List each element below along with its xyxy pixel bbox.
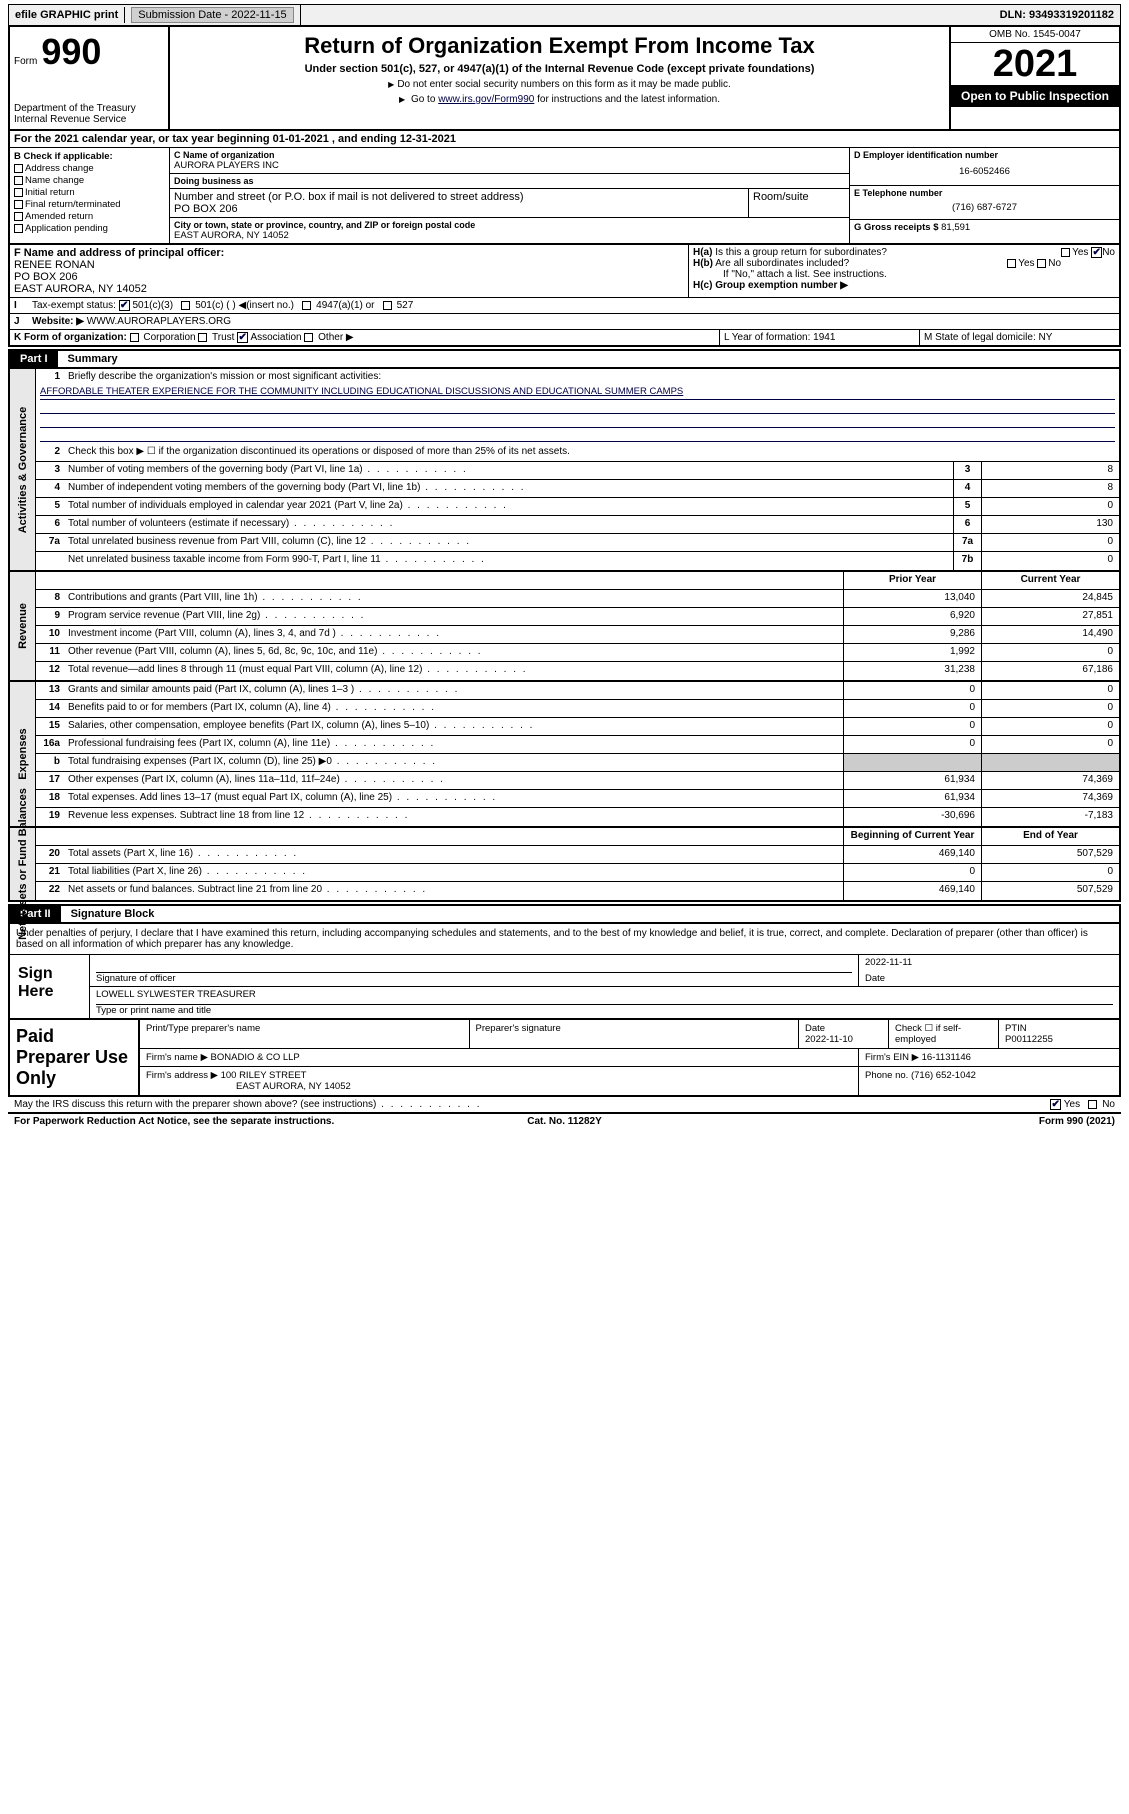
summary-line: 9Program service revenue (Part VIII, lin… <box>36 608 1119 626</box>
paid-preparer-label: Paid Preparer Use Only <box>10 1020 140 1095</box>
summary-line: 11Other revenue (Part VIII, column (A), … <box>36 644 1119 662</box>
summary-line: 5Total number of individuals employed in… <box>36 498 1119 516</box>
summary-line: 14Benefits paid to or for members (Part … <box>36 700 1119 718</box>
top-bar: efile GRAPHIC print Submission Date - 20… <box>8 4 1121 27</box>
omb-number: OMB No. 1545-0047 <box>951 27 1119 43</box>
goto-note: Go to www.irs.gov/Form990 for instructio… <box>176 94 943 105</box>
org-info-block: B Check if applicable: Address change Na… <box>8 148 1121 245</box>
form-subtitle: Under section 501(c), 527, or 4947(a)(1)… <box>176 63 943 75</box>
part-2-header: Part II Signature Block <box>8 904 1121 924</box>
summary-line: 22Net assets or fund balances. Subtract … <box>36 882 1119 900</box>
calendar-year-text: For the 2021 calendar year, or tax year … <box>10 131 460 147</box>
summary-line: Net unrelated business taxable income fr… <box>36 552 1119 570</box>
row-j: J Website: ▶ WWW.AURORAPLAYERS.ORG <box>8 314 1121 330</box>
phone-cell: E Telephone number (716) 687-6727 <box>850 186 1119 220</box>
efile-label: efile GRAPHIC print <box>9 7 125 23</box>
officer-row: F Name and address of principal officer:… <box>8 245 1121 298</box>
summary-line: 8Contributions and grants (Part VIII, li… <box>36 590 1119 608</box>
summary-line: 12Total revenue—add lines 8 through 11 (… <box>36 662 1119 680</box>
summary-line: 7aTotal unrelated business revenue from … <box>36 534 1119 552</box>
irs-discuss-row: May the IRS discuss this return with the… <box>8 1097 1121 1114</box>
form-title: Return of Organization Exempt From Incom… <box>176 33 943 59</box>
form-header: Form990 Department of the Treasury Inter… <box>8 27 1121 131</box>
city-cell: City or town, state or province, country… <box>170 218 849 243</box>
ssn-note: Do not enter social security numbers on … <box>176 79 943 90</box>
summary-line: 6Total number of volunteers (estimate if… <box>36 516 1119 534</box>
page-footer: For Paperwork Reduction Act Notice, see … <box>8 1114 1121 1129</box>
side-expenses: Expenses <box>17 729 29 780</box>
summary-line: 10Investment income (Part VIII, column (… <box>36 626 1119 644</box>
summary-line: 20Total assets (Part X, line 16)469,1405… <box>36 846 1119 864</box>
submission-date: Submission Date - 2022-11-15 <box>125 5 300 25</box>
section-revenue: Revenue Prior Year Current Year 8Contrib… <box>8 572 1121 682</box>
ein-cell: D Employer identification number 16-6052… <box>850 148 1119 186</box>
irs-label: Internal Revenue Service <box>14 114 164 125</box>
row-a: For the 2021 calendar year, or tax year … <box>8 131 1121 148</box>
open-inspection: Open to Public Inspection <box>951 85 1119 107</box>
dept-treasury: Department of the Treasury <box>14 103 164 114</box>
checkboxes-b: B Check if applicable: Address change Na… <box>10 148 170 243</box>
section-expenses: Expenses 13Grants and similar amounts pa… <box>8 682 1121 828</box>
irs-link[interactable]: www.irs.gov/Form990 <box>438 94 534 105</box>
summary-line: 21Total liabilities (Part X, line 26)00 <box>36 864 1119 882</box>
room-cell: Room/suite <box>749 189 849 217</box>
perjury-text: Under penalties of perjury, I declare th… <box>10 924 1119 955</box>
preparer-block: Paid Preparer Use Only Print/Type prepar… <box>8 1020 1121 1097</box>
org-name-cell: C Name of organization AURORA PLAYERS IN… <box>170 148 849 174</box>
side-net: Net Assets or Fund Balances <box>17 788 29 940</box>
section-net-assets: Net Assets or Fund Balances Beginning of… <box>8 828 1121 902</box>
summary-line: bTotal fundraising expenses (Part IX, co… <box>36 754 1119 772</box>
row-i: I Tax-exempt status: ✔ 501(c)(3) 501(c) … <box>8 298 1121 314</box>
summary-line: 3Number of voting members of the governi… <box>36 462 1119 480</box>
tax-year: 2021 <box>951 43 1119 85</box>
side-revenue: Revenue <box>17 603 29 649</box>
part-1-header: Part I Summary <box>8 349 1121 369</box>
signature-block: Under penalties of perjury, I declare th… <box>8 924 1121 1020</box>
summary-line: 17Other expenses (Part IX, column (A), l… <box>36 772 1119 790</box>
summary-line: 13Grants and similar amounts paid (Part … <box>36 682 1119 700</box>
dba-cell: Doing business as <box>170 174 849 189</box>
summary-line: 19Revenue less expenses. Subtract line 1… <box>36 808 1119 826</box>
summary-line: 4Number of independent voting members of… <box>36 480 1119 498</box>
gross-cell: G Gross receipts $ 81,591 <box>850 220 1119 235</box>
mission-text: AFFORDABLE THEATER EXPERIENCE FOR THE CO… <box>40 386 1115 400</box>
section-governance: Activities & Governance 1Briefly describ… <box>8 369 1121 572</box>
row-k: K Form of organization: Corporation Trus… <box>8 330 1121 347</box>
summary-line: 18Total expenses. Add lines 13–17 (must … <box>36 790 1119 808</box>
summary-line: 16aProfessional fundraising fees (Part I… <box>36 736 1119 754</box>
form-990-logo: Form990 <box>14 31 164 73</box>
sign-here-label: Sign Here <box>10 955 90 1018</box>
dln: DLN: 93493319201182 <box>994 7 1120 23</box>
side-governance: Activities & Governance <box>17 407 29 534</box>
summary-line: 15Salaries, other compensation, employee… <box>36 718 1119 736</box>
street-cell: Number and street (or P.O. box if mail i… <box>170 189 749 217</box>
